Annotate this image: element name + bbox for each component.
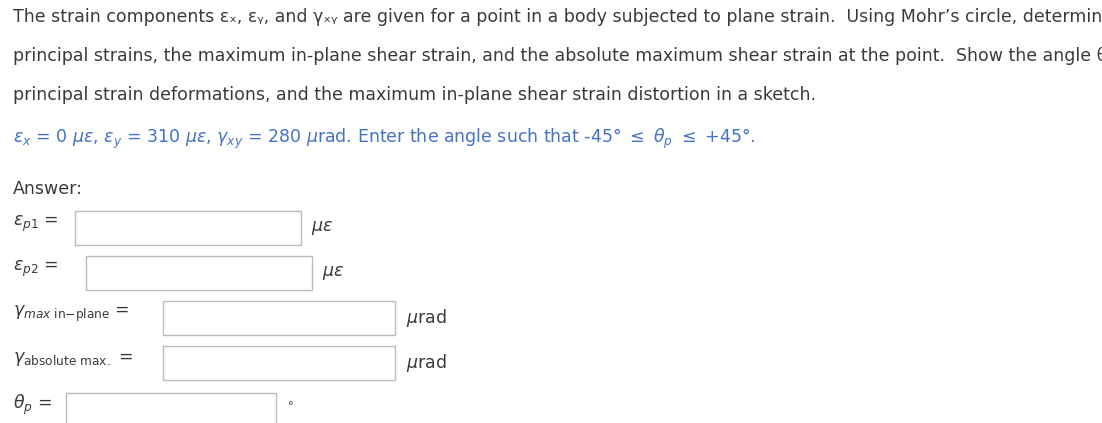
Text: $\mu\varepsilon$: $\mu\varepsilon$: [322, 264, 344, 282]
FancyBboxPatch shape: [86, 256, 312, 290]
Text: $\gamma_{max\ \mathregular{in{-}plane}}$ =: $\gamma_{max\ \mathregular{in{-}plane}}$…: [13, 304, 130, 324]
FancyBboxPatch shape: [163, 301, 395, 335]
Text: $\theta_p$ =: $\theta_p$ =: [13, 393, 53, 418]
FancyBboxPatch shape: [163, 346, 395, 380]
FancyBboxPatch shape: [66, 393, 276, 423]
Text: $\varepsilon_{p1}$ =: $\varepsilon_{p1}$ =: [13, 214, 58, 234]
Text: $\mu$rad: $\mu$rad: [406, 307, 446, 329]
Text: $\mu\varepsilon$: $\mu\varepsilon$: [311, 220, 333, 237]
Text: Answer:: Answer:: [13, 180, 83, 198]
Text: $\mu$rad: $\mu$rad: [406, 352, 446, 374]
Text: The strain components εₓ, εᵧ, and γₓᵧ are given for a point in a body subjected : The strain components εₓ, εᵧ, and γₓᵧ ar…: [13, 8, 1102, 27]
Text: $^\circ$: $^\circ$: [284, 399, 294, 417]
Text: $\gamma_{\mathregular{absolute\ max.}}$ =: $\gamma_{\mathregular{absolute\ max.}}$ …: [13, 350, 133, 368]
Text: principal strains, the maximum in-plane shear strain, and the absolute maximum s: principal strains, the maximum in-plane …: [13, 47, 1102, 66]
FancyBboxPatch shape: [75, 212, 301, 245]
Text: $\varepsilon_{p2}$ =: $\varepsilon_{p2}$ =: [13, 258, 58, 279]
Text: $\varepsilon_x$ = 0 $\mu\varepsilon$, $\varepsilon_y$ = 310 $\mu\varepsilon$, $\: $\varepsilon_x$ = 0 $\mu\varepsilon$, $\…: [13, 127, 756, 151]
Text: principal strain deformations, and the maximum in-plane shear strain distortion : principal strain deformations, and the m…: [13, 86, 817, 104]
